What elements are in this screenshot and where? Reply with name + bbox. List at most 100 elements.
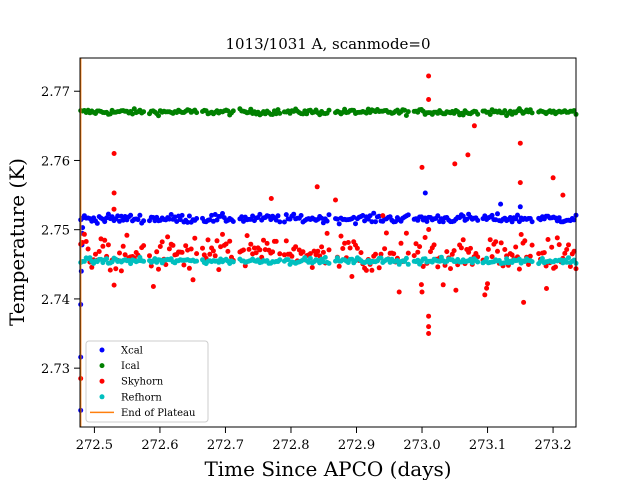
data-point: [283, 212, 289, 218]
data-point: [242, 263, 248, 269]
data-point: [96, 249, 102, 254]
data-point: [553, 264, 558, 270]
data-point: [426, 97, 432, 102]
legend-label: Xcal: [121, 346, 143, 357]
data-point: [516, 266, 522, 272]
data-point: [539, 256, 545, 261]
data-point: [550, 175, 556, 181]
data-point: [338, 233, 344, 239]
data-point: [244, 233, 250, 239]
data-point: [102, 237, 108, 243]
data-point: [264, 240, 270, 246]
data-point: [363, 110, 369, 116]
data-point: [468, 245, 473, 251]
data-point: [109, 259, 115, 265]
data-point: [362, 218, 368, 224]
data-point: [314, 184, 320, 190]
data-point: [118, 213, 124, 219]
data-point: [460, 213, 466, 219]
data-point: [391, 251, 397, 257]
data-point: [487, 112, 493, 117]
legend-marker: [99, 347, 105, 353]
data-point: [156, 266, 161, 272]
data-point: [179, 249, 185, 255]
legend-box: [85, 340, 209, 423]
data-point: [571, 248, 577, 254]
data-point: [141, 109, 147, 115]
x-tick-label: 273.1: [469, 438, 506, 453]
data-point: [460, 112, 466, 118]
data-point: [188, 246, 194, 252]
data-point: [448, 266, 453, 272]
y-tick-label: 2.76: [41, 154, 70, 169]
data-point: [453, 287, 459, 293]
data-point: [502, 260, 508, 266]
data-point: [340, 246, 346, 251]
data-point: [277, 257, 283, 263]
data-point: [216, 267, 222, 273]
data-point: [417, 244, 423, 250]
y-tick-label: 2.77: [41, 85, 70, 100]
data-point: [122, 252, 128, 258]
data-point: [275, 107, 281, 113]
data-point: [141, 258, 147, 264]
legend-label: End of Plateau: [121, 408, 196, 419]
data-point: [147, 253, 152, 259]
x-tick-label: 273.2: [534, 438, 571, 453]
data-point: [115, 213, 121, 219]
data-point: [93, 251, 98, 257]
data-point: [319, 215, 325, 221]
data-point: [118, 268, 124, 274]
data-point: [451, 248, 457, 254]
data-point: [403, 255, 409, 261]
data-point: [168, 212, 174, 217]
data-point: [545, 237, 551, 242]
data-point: [529, 110, 535, 116]
data-point: [298, 213, 304, 218]
data-point: [471, 123, 477, 129]
data-point: [502, 247, 508, 252]
data-point: [411, 253, 417, 259]
data-point: [248, 106, 254, 112]
y-tick-label: 2.75: [41, 224, 70, 239]
data-point: [257, 247, 263, 253]
data-point: [353, 221, 358, 227]
data-point: [376, 265, 382, 271]
data-point: [128, 212, 134, 218]
data-point: [556, 242, 562, 248]
data-point: [515, 212, 520, 218]
data-point: [383, 230, 389, 236]
data-point: [426, 331, 432, 336]
data-point: [117, 250, 122, 256]
data-point: [131, 106, 137, 112]
data-point: [273, 111, 279, 117]
data-point: [444, 249, 450, 255]
data-point: [458, 245, 464, 251]
data-point: [324, 218, 330, 224]
data-point: [487, 237, 493, 243]
data-point: [513, 244, 519, 250]
data-point: [277, 110, 283, 116]
data-point: [498, 201, 504, 207]
data-points: [78, 73, 579, 413]
data-point: [207, 251, 213, 257]
data-point: [225, 248, 231, 254]
data-point: [227, 238, 233, 244]
data-point: [307, 255, 313, 261]
data-point: [253, 250, 259, 256]
data-point: [420, 264, 426, 269]
data-point: [230, 219, 236, 224]
data-point: [469, 260, 475, 266]
data-point: [564, 247, 570, 252]
data-point: [124, 232, 130, 238]
data-point: [128, 261, 134, 267]
legend: Xcal Ical Skyhorn Refhorn End of Plateau: [85, 340, 209, 423]
data-point: [419, 289, 425, 295]
data-point: [141, 243, 147, 249]
data-point: [177, 217, 183, 223]
data-point: [521, 299, 527, 305]
data-point: [315, 248, 321, 254]
data-point: [165, 234, 171, 240]
data-point: [257, 211, 263, 217]
data-point: [560, 192, 566, 198]
